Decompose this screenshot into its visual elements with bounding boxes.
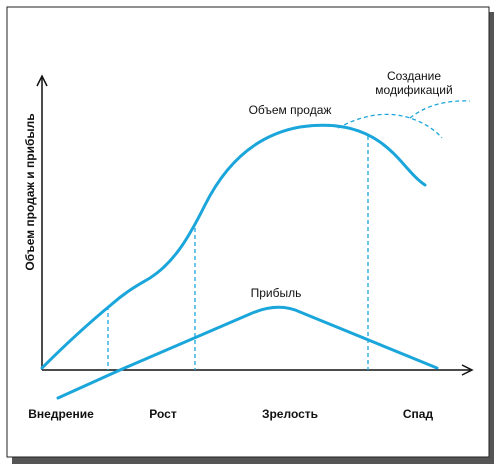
curve-label: Создание [387,69,441,83]
stage-label: Рост [149,407,177,421]
y-arrow [36,74,48,87]
curve-label: Прибыль [251,286,302,300]
stage-label: Внедрение [28,407,94,421]
stage-label: Зрелость [262,407,318,421]
profit-curve [56,305,439,400]
stage-label: Спад [403,407,434,421]
frame [6,6,490,458]
y-axis-label: Объем продаж и прибыль [23,113,37,270]
sales-curve [40,123,427,370]
modification-curve [409,100,471,119]
x-arrow [461,364,474,376]
curve-label: модификаций [375,83,452,97]
curve-label: Объем продаж [249,103,332,117]
